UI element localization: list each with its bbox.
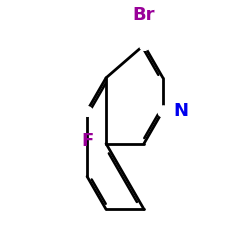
Text: Br: Br xyxy=(133,6,155,24)
Text: F: F xyxy=(81,132,93,150)
Text: N: N xyxy=(174,102,188,120)
